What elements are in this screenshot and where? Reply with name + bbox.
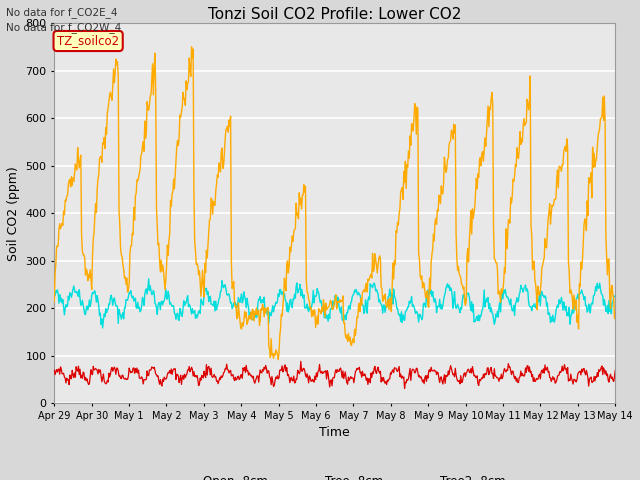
Y-axis label: Soil CO2 (ppm): Soil CO2 (ppm) [7, 166, 20, 261]
Title: Tonzi Soil CO2 Profile: Lower CO2: Tonzi Soil CO2 Profile: Lower CO2 [208, 7, 461, 22]
Text: No data for f_CO2W_4: No data for f_CO2W_4 [6, 22, 122, 33]
Text: TZ_soilco2: TZ_soilco2 [57, 35, 119, 48]
X-axis label: Time: Time [319, 426, 350, 440]
Legend: Open -8cm, Tree -8cm, Tree2 -8cm: Open -8cm, Tree -8cm, Tree2 -8cm [159, 470, 510, 480]
Text: No data for f_CO2E_4: No data for f_CO2E_4 [6, 7, 118, 18]
